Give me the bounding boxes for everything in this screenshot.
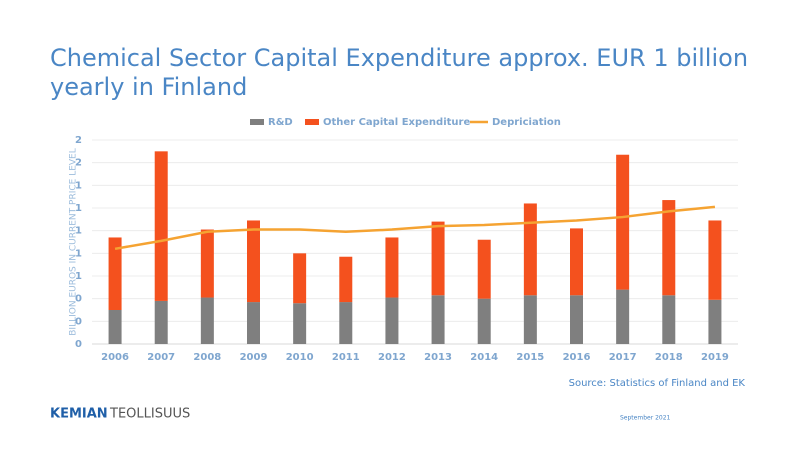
y-axis-label: BILLION EUROS IN CURRENT PRICE LEVEL (69, 148, 79, 336)
bar-segment (662, 295, 676, 344)
y-tick-label: 1 (75, 180, 82, 191)
x-tick-label: 2019 (701, 352, 729, 363)
legend-label: Other Capital Expenditure (323, 117, 470, 128)
bar-segment (523, 203, 537, 296)
date: September 2021 (620, 415, 671, 422)
bar-segment (570, 295, 583, 344)
bar-segment (339, 302, 353, 344)
legend-swatch (305, 119, 319, 125)
title-box: Chemical Sector Capital Expenditure appr… (50, 44, 749, 101)
y-tick-label: 0 (75, 294, 82, 305)
bar-segment (570, 228, 583, 296)
bar-segment (708, 220, 722, 300)
bar-segment (154, 300, 168, 344)
y-tick-label: 2 (75, 158, 82, 169)
logo: KEMIAN (50, 407, 108, 422)
bar-segment (385, 237, 399, 298)
x-tick-label: 2012 (378, 352, 406, 363)
x-tick-label: 2009 (240, 352, 268, 363)
bar-segment (154, 151, 168, 301)
bar-segment (523, 295, 537, 344)
y-tick-label: 1 (75, 203, 82, 214)
bar-segment (708, 299, 722, 344)
bar-segment (616, 154, 630, 290)
bar-segment (200, 229, 214, 298)
x-tick-label: 2010 (286, 352, 314, 363)
x-tick-label: 2016 (563, 352, 591, 363)
y-tick-label: 1 (75, 248, 82, 259)
legend-label: Depriciation (492, 117, 561, 128)
legend-label: R&D (268, 117, 293, 128)
bar-segment (108, 310, 122, 344)
y-tick-label: 2 (75, 135, 82, 146)
y-tick-label: 1 (75, 226, 82, 237)
x-tick-label: 2007 (147, 352, 175, 363)
bar-segment (477, 298, 491, 344)
bar-segment (293, 303, 307, 344)
source: Source: Statistics of Finland and EK (569, 378, 746, 389)
x-tick-label: 2013 (424, 352, 452, 363)
x-tick-label: 2011 (332, 352, 360, 363)
bar-segment (108, 237, 122, 310)
x-tick-label: 2014 (470, 352, 498, 363)
bar-segment (200, 297, 214, 344)
legend-swatch (250, 119, 264, 125)
bar-segment (616, 289, 630, 344)
bar-segment (293, 253, 307, 304)
y-tick-label: 0 (75, 316, 82, 327)
x-tick-label: 2015 (516, 352, 544, 363)
x-tick-label: 2017 (609, 352, 637, 363)
y-tick-label: 1 (75, 271, 82, 282)
line (114, 205, 716, 251)
bar-segment (385, 297, 399, 344)
bar-segment (247, 220, 260, 303)
x-tick-label: 2006 (101, 352, 129, 363)
bar-segment (662, 200, 676, 296)
bar-segment (339, 256, 353, 303)
bar-segment (431, 221, 445, 296)
bar-segment (247, 302, 260, 344)
logo: TEOLLISUUS (109, 407, 190, 422)
x-tick-label: 2018 (655, 352, 683, 363)
chart-title: Chemical Sector Capital Expenditure appr… (50, 44, 749, 101)
bar-segment (477, 239, 491, 299)
x-tick-label: 2008 (193, 352, 221, 363)
y-tick-label: 0 (75, 339, 82, 350)
bar-segment (431, 295, 445, 344)
